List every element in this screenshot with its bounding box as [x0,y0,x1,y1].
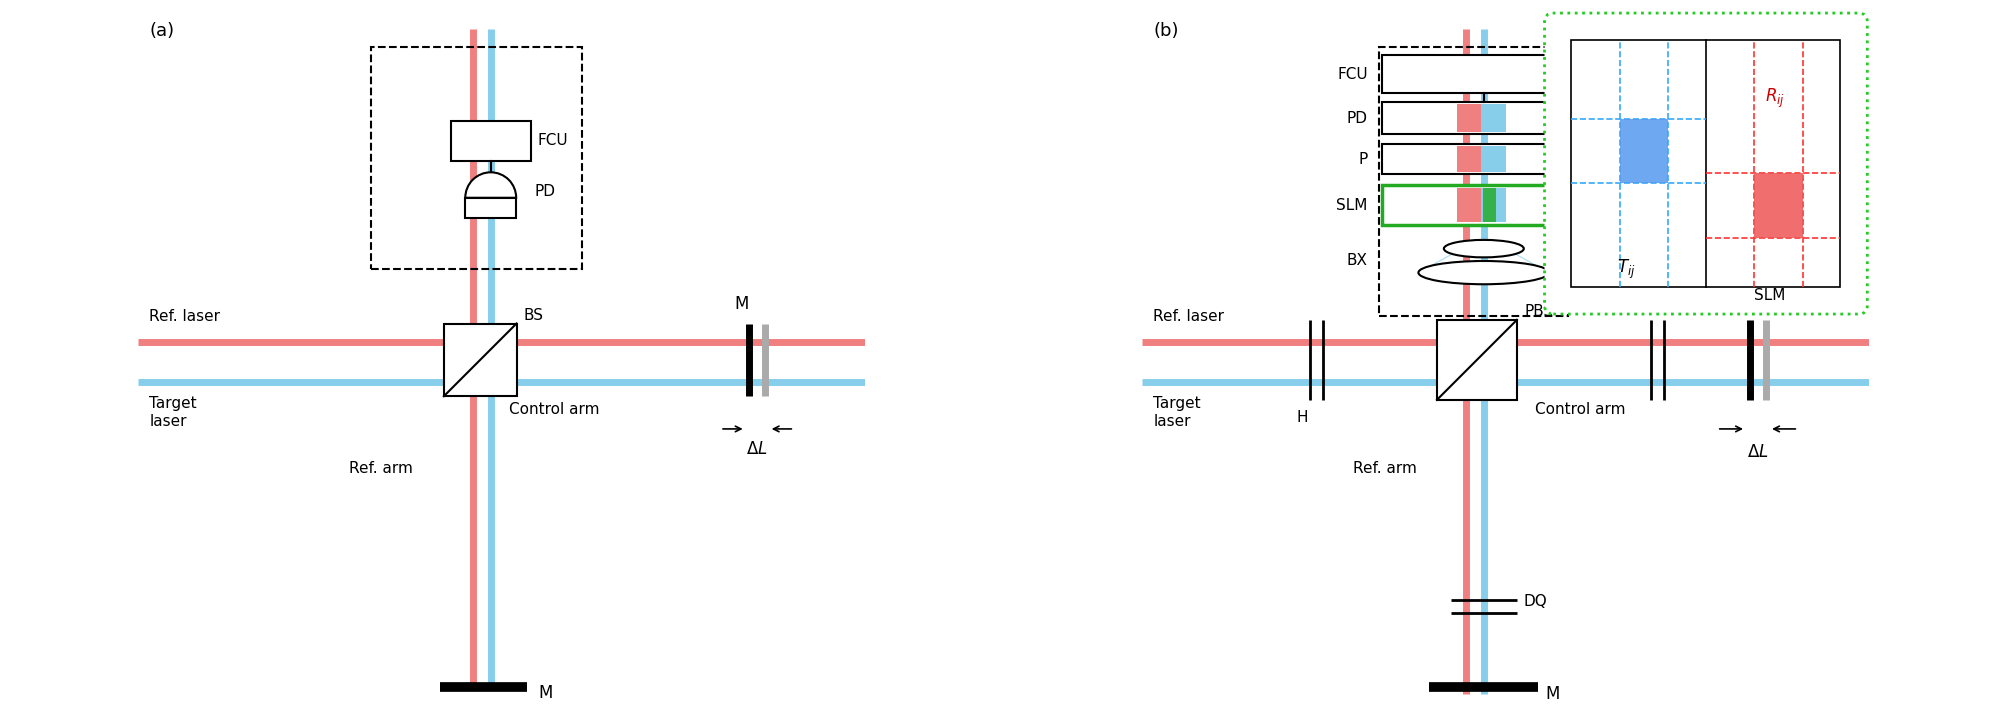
Text: (b): (b) [1152,22,1178,40]
Text: M: M [1784,290,1800,308]
Bar [1437,320,1515,400]
Text: DQ: DQ [1523,594,1547,609]
Bar [1571,40,1840,287]
FancyBboxPatch shape [1543,13,1867,314]
Bar [444,324,516,396]
Text: Ref. laser: Ref. laser [149,308,221,324]
Text: BS: BS [524,308,544,323]
Bar [1479,104,1505,132]
Text: M: M [1545,686,1559,704]
Text: BX: BX [1347,253,1367,268]
Text: P: P [1359,152,1367,166]
Bar [1620,119,1668,183]
Text: PBS: PBS [1523,304,1553,319]
Text: SLM: SLM [1337,198,1367,213]
Ellipse shape [1417,261,1549,284]
Text: $T_{ij}$: $T_{ij}$ [1616,257,1636,281]
Bar [466,198,516,218]
Ellipse shape [1443,240,1523,257]
Bar [1479,188,1505,222]
Text: Control arm: Control arm [1533,402,1626,417]
Bar [1481,188,1495,222]
Text: Ref. arm: Ref. arm [349,460,413,475]
Text: $\Delta L$: $\Delta L$ [747,441,767,459]
Text: $\Delta L$: $\Delta L$ [1746,443,1768,461]
Text: Target
laser: Target laser [1152,396,1200,429]
Text: DQ: DQ [1646,292,1670,307]
Bar [1457,188,1481,222]
Text: PD: PD [534,184,556,199]
Text: (a): (a) [149,22,175,40]
Text: $R_{ij}$: $R_{ij}$ [1764,87,1784,110]
Bar [1457,104,1481,132]
Text: H: H [1297,409,1307,425]
Bar [1381,55,1563,93]
Text: FCU: FCU [538,133,568,148]
Text: SLM: SLM [1754,287,1784,302]
Bar [1381,144,1563,174]
Text: FCU: FCU [1337,67,1367,81]
Text: Control arm: Control arm [510,402,600,417]
Text: PD: PD [1347,111,1367,126]
Text: M: M [538,684,552,702]
Bar [371,47,582,269]
Bar [1479,146,1505,172]
Bar [1381,185,1563,225]
Wedge shape [466,172,516,198]
Bar [1457,146,1481,172]
Bar [1379,47,1567,316]
Bar [1381,102,1563,134]
Text: Ref. arm: Ref. arm [1353,460,1417,475]
Text: Ref. laser: Ref. laser [1152,308,1224,324]
Bar [1754,174,1802,238]
Bar [450,121,530,161]
Text: Target
laser: Target laser [149,396,197,429]
Text: M: M [735,295,749,313]
